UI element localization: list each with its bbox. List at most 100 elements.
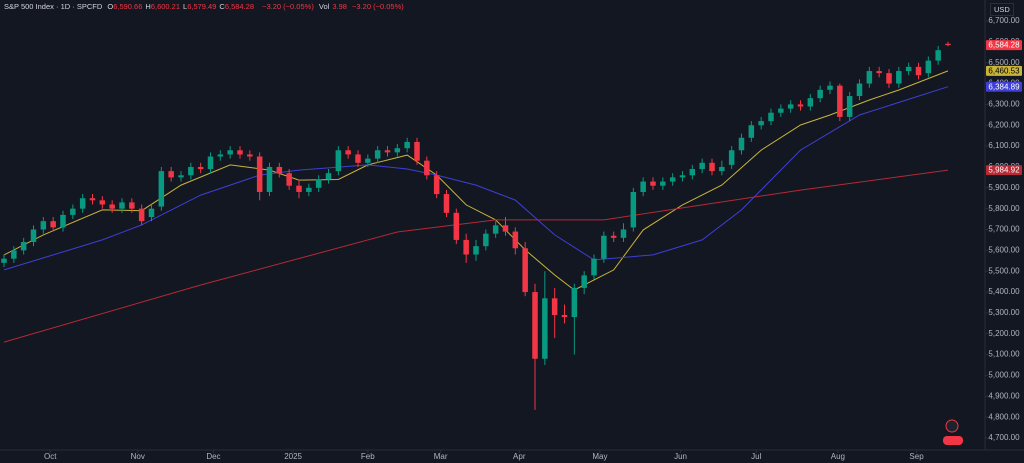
candle-body [99, 200, 106, 205]
candle-body [325, 173, 332, 180]
candle-body [591, 258, 597, 276]
candle-body [758, 121, 764, 126]
candle-body [109, 204, 115, 209]
candle-body [148, 208, 155, 217]
ohlc-key: O [107, 2, 114, 11]
ohlc-key: C [219, 2, 225, 11]
y-tick-label: 6,100.00 [988, 141, 1020, 150]
ohlc-key: L [183, 2, 188, 11]
candle-body [905, 66, 912, 72]
y-tick-label: 4,700.00 [988, 433, 1020, 442]
candle-body [89, 198, 96, 201]
candle-body [551, 298, 558, 315]
candle-body [876, 71, 882, 74]
candle-body [699, 162, 705, 170]
candle-body [119, 202, 125, 209]
candle-body [158, 171, 165, 207]
ohlc-value: 6,600.21 [150, 2, 181, 11]
candle-body [414, 141, 420, 161]
price-label-box [986, 65, 1022, 76]
candle-body [817, 89, 823, 99]
x-tick-label: May [592, 452, 607, 461]
candle-body [30, 229, 37, 243]
y-tick-label: 6,300.00 [988, 100, 1020, 109]
candle-body [384, 150, 391, 153]
candle-body [365, 158, 371, 163]
price-label: 6,384.89 [988, 82, 1020, 91]
candle-body [827, 85, 833, 90]
moving-average-line [3, 86, 949, 271]
candle-body [679, 175, 686, 178]
x-tick-label: Aug [831, 452, 845, 461]
candle-body [188, 166, 194, 176]
candle-body [512, 231, 519, 249]
candle-body [571, 287, 578, 318]
volume: 3.98 [332, 2, 347, 11]
candle-body [374, 150, 381, 159]
y-tick-label: 5,100.00 [988, 350, 1020, 359]
candle-body [404, 141, 410, 149]
candle-body [60, 214, 66, 228]
x-tick-label: Sep [909, 452, 924, 461]
event-icon[interactable] [945, 419, 959, 433]
volume-key: Vol [318, 2, 330, 11]
candle-body [1, 258, 7, 263]
candle-body [768, 112, 774, 122]
candle-body [453, 212, 460, 240]
candle-body [709, 162, 715, 172]
candle-body [522, 248, 528, 293]
ohlc-value: 6,579.49 [187, 2, 217, 11]
candle-body [178, 175, 184, 178]
x-tick-label: Dec [206, 452, 220, 461]
candle-body [492, 225, 499, 234]
x-tick-label: Mar [434, 452, 448, 461]
candle-body [433, 175, 440, 195]
event-badge[interactable] [943, 436, 963, 445]
candle-body [915, 66, 922, 76]
candle-body [70, 208, 76, 215]
candle-body [728, 150, 735, 165]
candle-body [640, 181, 646, 192]
candle-body [787, 104, 794, 109]
candle-body [79, 198, 86, 209]
y-tick-label: 5,000.00 [988, 371, 1020, 380]
candle-body [778, 108, 784, 113]
candle-body [306, 187, 312, 192]
ohlc-value: 6,584.28 [224, 2, 255, 11]
candle-body [50, 221, 56, 228]
candle-body [610, 235, 617, 238]
candle-body [335, 150, 342, 172]
candle-body [669, 177, 676, 182]
candle-body [256, 156, 263, 192]
candle-body [315, 179, 322, 188]
moving-average-line [3, 169, 949, 343]
candle-body [168, 171, 174, 178]
candle-body [620, 229, 627, 238]
candle-body [738, 137, 745, 151]
price-label-box [986, 40, 1022, 51]
candle-body [296, 185, 302, 192]
change: −3.20 (−0.05%) [262, 2, 314, 11]
y-tick-label: 5,200.00 [988, 329, 1020, 338]
candle-body [227, 150, 233, 155]
y-tick-label: 6,200.00 [988, 120, 1020, 129]
ohlc: O6,590.66 H6,600.21 L6,579.49 C6,584.28 [107, 2, 257, 11]
candle-body [846, 96, 853, 117]
candle-body [935, 50, 941, 61]
y-tick-label: 6,700.00 [988, 16, 1020, 25]
ohlc-value: 6,590.66 [113, 2, 143, 11]
candle-body [394, 148, 401, 153]
candle-body [355, 154, 361, 163]
currency[interactable]: USD [990, 3, 1014, 16]
x-tick-label: Feb [361, 452, 375, 461]
candle-body [424, 160, 430, 176]
x-tick-label: Jun [674, 452, 687, 461]
y-tick-label: 5,600.00 [988, 245, 1020, 254]
candle-body [217, 154, 224, 157]
candle-body [896, 71, 902, 84]
candle-body [286, 173, 292, 186]
x-tick-label: Nov [131, 452, 145, 461]
